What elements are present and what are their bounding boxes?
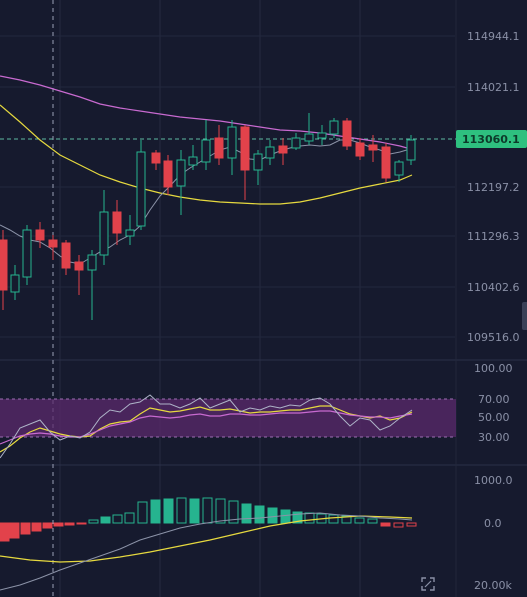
vertical-gridlines bbox=[59, 0, 361, 597]
macd-line-gray bbox=[0, 512, 413, 591]
candle-up bbox=[291, 137, 301, 149]
macd-bar bbox=[163, 498, 174, 524]
macd-bar bbox=[354, 517, 365, 524]
candle-down bbox=[48, 239, 58, 248]
expand-icon[interactable] bbox=[420, 576, 436, 592]
macd-bar bbox=[341, 515, 352, 524]
macd-bar bbox=[189, 498, 200, 524]
macd-bar bbox=[76, 522, 87, 525]
macd-bar bbox=[88, 519, 99, 524]
candle-up bbox=[22, 229, 32, 278]
price-label: 112197.2 bbox=[467, 181, 520, 194]
macd-bar bbox=[42, 522, 53, 529]
macd-bar bbox=[367, 518, 378, 524]
rsi-label: 100.00 bbox=[474, 362, 513, 375]
macd-bar bbox=[254, 505, 265, 524]
candle-down bbox=[163, 160, 173, 188]
candle-up bbox=[10, 274, 20, 293]
candle-up bbox=[317, 132, 327, 139]
current-price-badge bbox=[456, 130, 527, 148]
rsi-label: 50.00 bbox=[478, 411, 510, 424]
macd-bar bbox=[228, 500, 239, 524]
horizontal-gridlines bbox=[0, 35, 455, 338]
macd-histogram bbox=[0, 497, 417, 542]
candle-up bbox=[227, 126, 237, 159]
candle-up bbox=[304, 133, 314, 142]
macd-bar bbox=[280, 509, 291, 524]
candle-up bbox=[394, 161, 404, 176]
macd-bar bbox=[64, 522, 75, 526]
macd-bar bbox=[267, 507, 278, 524]
rsi-band bbox=[0, 399, 456, 437]
rsi-label: 30.00 bbox=[478, 431, 510, 444]
macd-bar bbox=[20, 522, 31, 535]
macd-bar bbox=[137, 501, 148, 524]
candle-up bbox=[176, 159, 186, 187]
rsi-fast-line bbox=[0, 394, 413, 459]
candle-down bbox=[278, 145, 288, 154]
candle-down bbox=[35, 229, 45, 241]
macd-label: 20.00k bbox=[474, 579, 512, 592]
price-label: 109516.0 bbox=[467, 331, 520, 344]
macd-label: 1000.0 bbox=[474, 474, 513, 487]
ma-yellow-line bbox=[0, 104, 413, 205]
rsi-label: 70.00 bbox=[478, 393, 510, 406]
candle-up bbox=[188, 156, 198, 166]
candle-up bbox=[406, 139, 416, 161]
macd-bar bbox=[0, 522, 10, 542]
candle-down bbox=[240, 126, 250, 171]
macd-label: 0.0 bbox=[484, 517, 502, 530]
macd-bar bbox=[9, 522, 20, 539]
candle-down bbox=[0, 239, 8, 291]
macd-bar bbox=[241, 503, 252, 524]
macd-bar bbox=[31, 522, 42, 532]
candle-up bbox=[201, 139, 211, 163]
price-label: 114944.1 bbox=[467, 30, 520, 43]
macd-bar bbox=[202, 497, 213, 524]
macd-bar bbox=[406, 522, 417, 527]
macd-bar bbox=[304, 512, 315, 524]
macd-bar bbox=[215, 498, 226, 524]
macd-bar bbox=[53, 522, 64, 527]
macd-bar bbox=[176, 497, 187, 524]
macd-bar bbox=[100, 516, 111, 524]
macd-bar bbox=[393, 522, 404, 528]
candle-up bbox=[125, 229, 135, 237]
candle-up bbox=[253, 153, 263, 171]
candle-up bbox=[265, 146, 275, 159]
price-label: 114021.1 bbox=[467, 81, 520, 94]
price-label: 110402.6 bbox=[467, 281, 520, 294]
rsi-main-line bbox=[0, 405, 413, 453]
price-label: 111296.3 bbox=[467, 230, 520, 243]
candles bbox=[0, 113, 416, 320]
candle-down bbox=[151, 152, 161, 164]
macd-bar bbox=[328, 514, 339, 524]
candle-up bbox=[329, 120, 339, 135]
candle-down bbox=[214, 137, 224, 159]
candle-up bbox=[87, 254, 97, 271]
candle-down bbox=[368, 144, 378, 151]
macd-bar bbox=[292, 511, 303, 524]
expand-icon-glyph bbox=[421, 577, 435, 591]
macd-line-yellow bbox=[0, 515, 413, 563]
current-price-value: 113060.1 bbox=[462, 133, 520, 146]
macd-bar bbox=[124, 512, 135, 524]
price-scale-handle[interactable] bbox=[522, 302, 527, 330]
candle-down bbox=[74, 261, 84, 271]
macd-bar bbox=[150, 499, 161, 524]
candle-down bbox=[112, 211, 122, 234]
candle-down bbox=[381, 146, 391, 179]
candle-up bbox=[136, 151, 146, 227]
candle-up bbox=[99, 211, 109, 256]
macd-bar bbox=[112, 514, 123, 524]
macd-bar bbox=[380, 522, 391, 527]
candle-down bbox=[355, 142, 365, 157]
candle-down bbox=[342, 120, 352, 147]
candle-down bbox=[61, 242, 71, 269]
